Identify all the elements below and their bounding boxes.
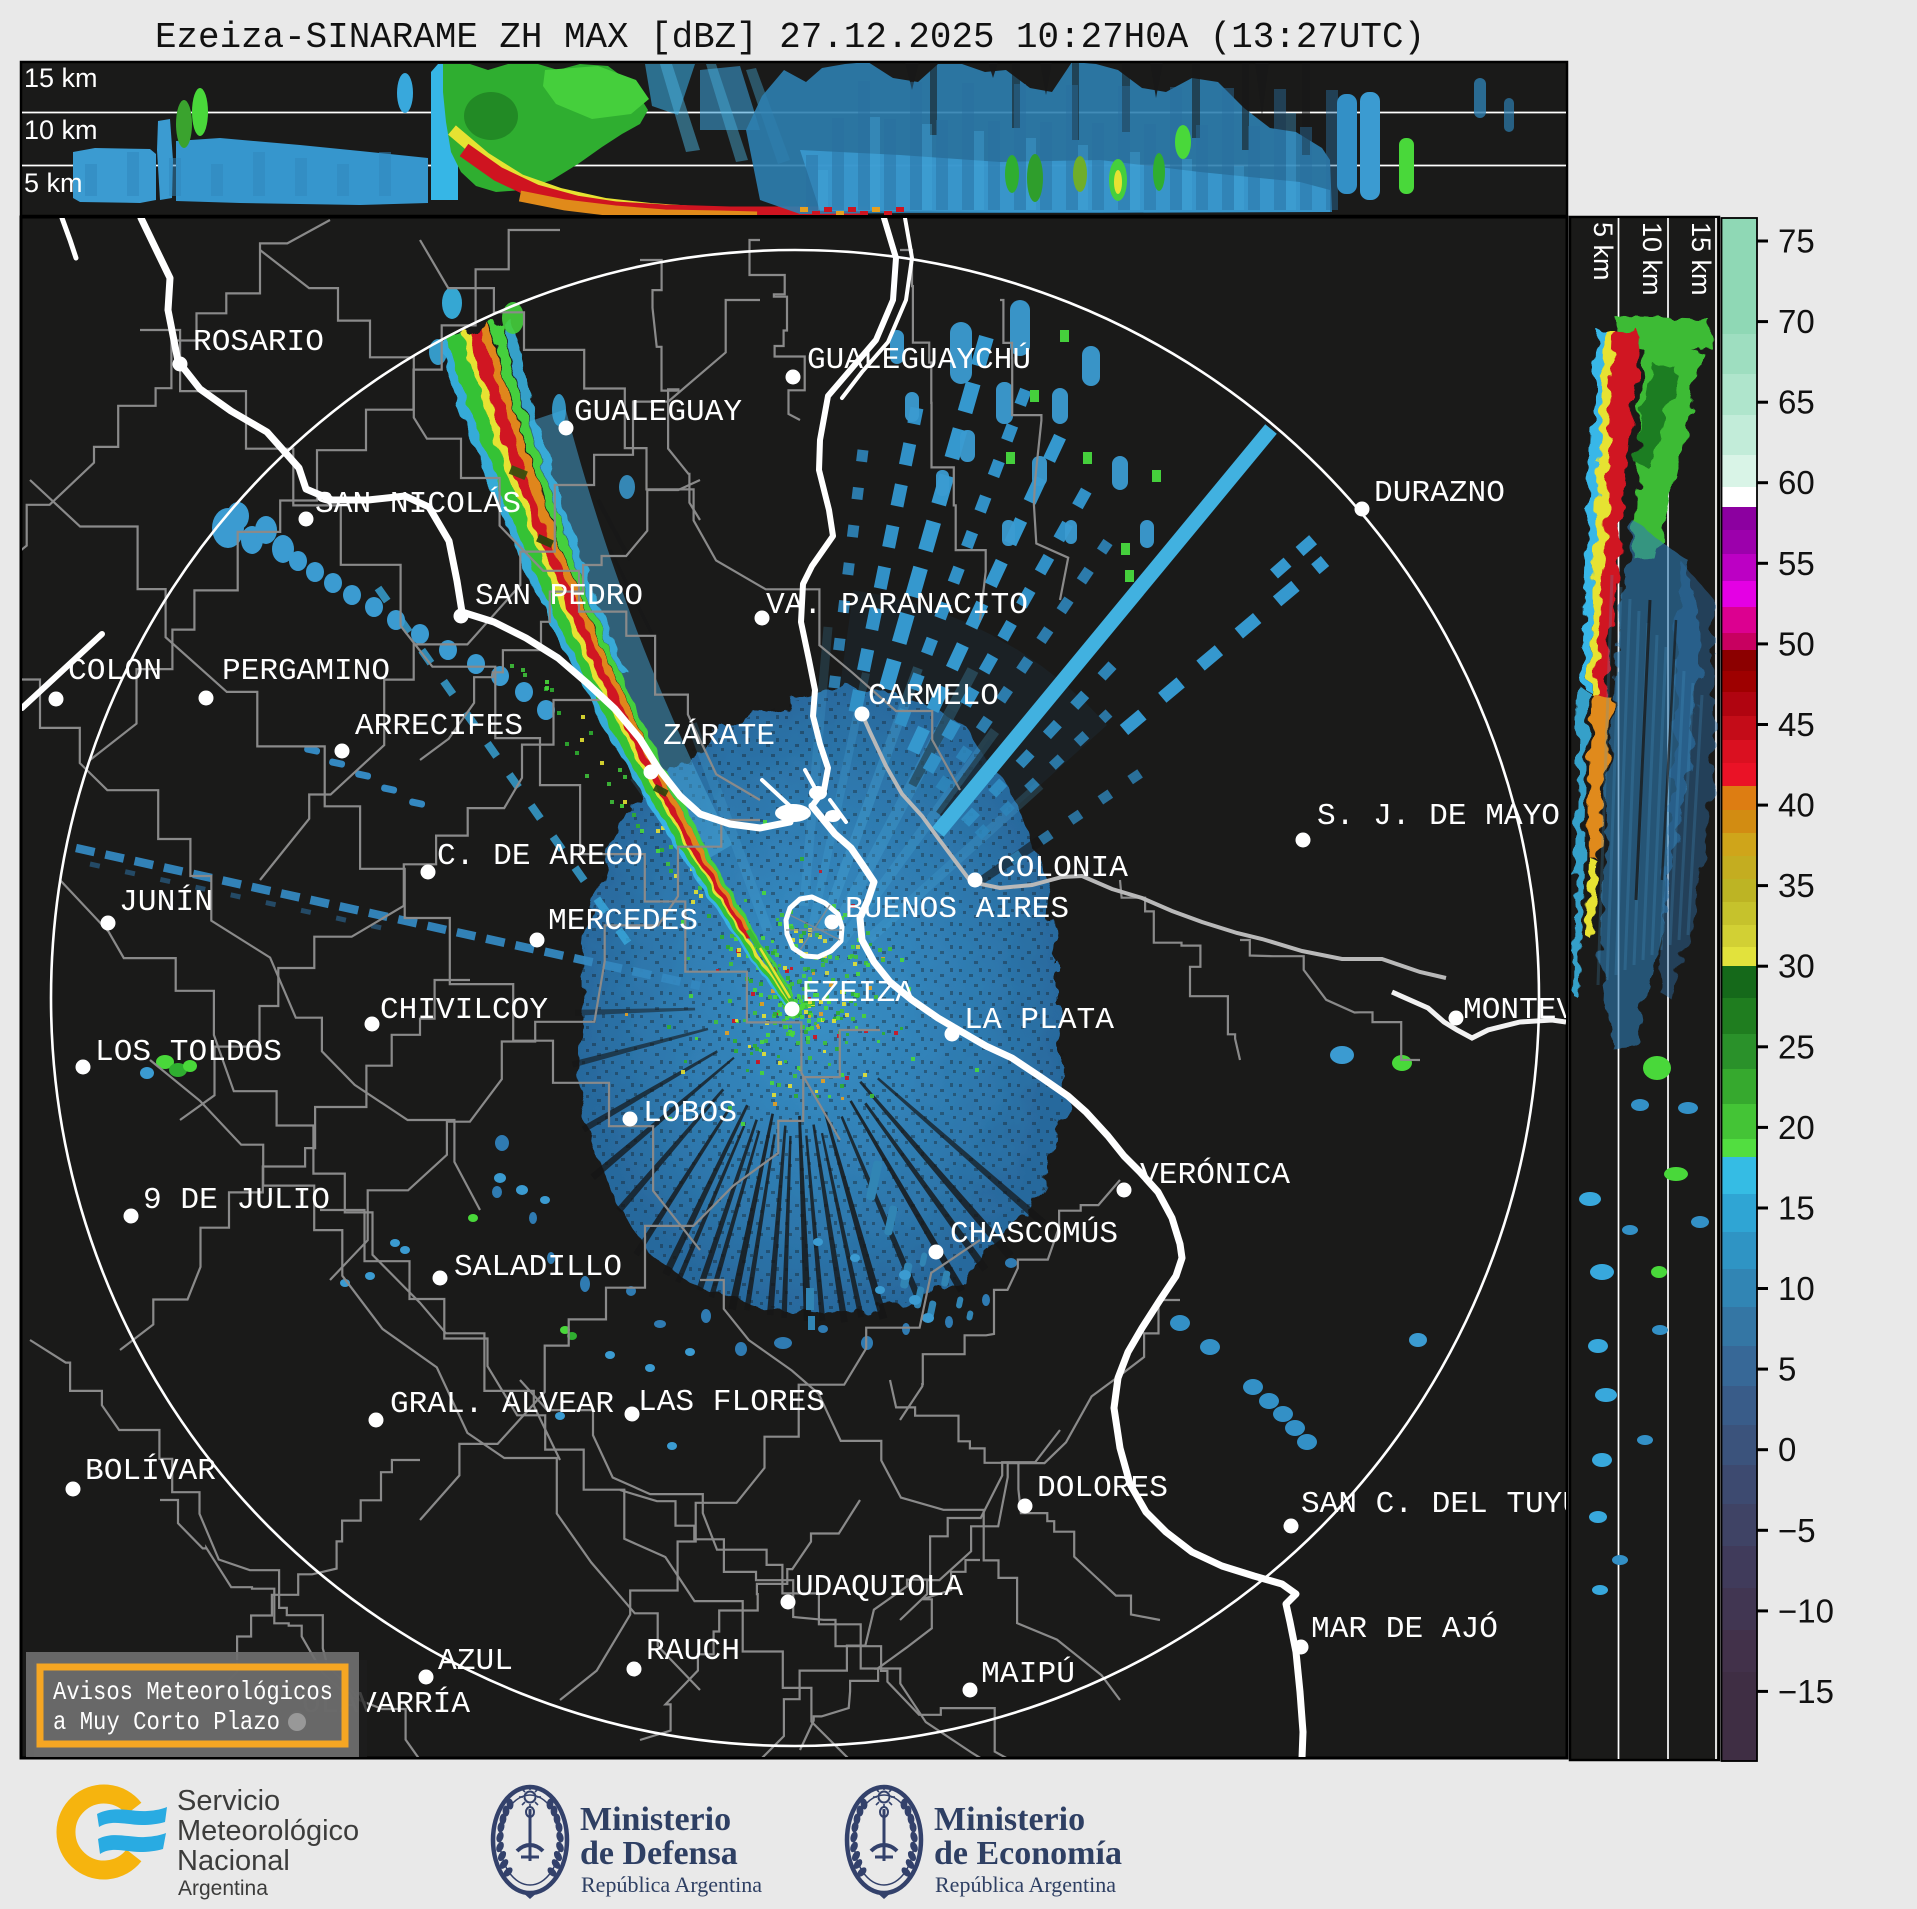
svg-text:Ezeiza-SINARAME ZH MAX [dBZ] 2: Ezeiza-SINARAME ZH MAX [dBZ] 27.12.2025 … xyxy=(155,17,1425,58)
svg-text:Meteorológico: Meteorológico xyxy=(177,1815,359,1847)
svg-text:GRAL. ALVEAR: GRAL. ALVEAR xyxy=(390,1387,614,1422)
svg-text:5 km: 5 km xyxy=(24,168,83,198)
svg-text:MAR DE AJÓ: MAR DE AJÓ xyxy=(1311,1610,1498,1647)
svg-text:70: 70 xyxy=(1778,303,1815,340)
svg-text:45: 45 xyxy=(1778,706,1815,743)
svg-text:65: 65 xyxy=(1778,384,1815,421)
svg-text:BUENOS AIRES: BUENOS AIRES xyxy=(845,892,1069,927)
svg-text:CHIVILCOY: CHIVILCOY xyxy=(380,993,548,1028)
svg-text:COLON: COLON xyxy=(68,654,162,689)
svg-text:30: 30 xyxy=(1778,948,1815,985)
svg-text:−15: −15 xyxy=(1778,1673,1834,1710)
svg-text:SAN NICOLÁS: SAN NICOLÁS xyxy=(315,485,521,522)
svg-text:DURAZNO: DURAZNO xyxy=(1374,476,1505,511)
svg-text:50: 50 xyxy=(1778,625,1815,662)
svg-text:SALADILLO: SALADILLO xyxy=(454,1250,622,1285)
svg-text:Ministerio: Ministerio xyxy=(580,1801,731,1838)
svg-text:SAN C. DEL TUYÚ: SAN C. DEL TUYÚ xyxy=(1301,1485,1581,1522)
svg-text:10: 10 xyxy=(1778,1270,1815,1307)
svg-text:C. DE ARECO: C. DE ARECO xyxy=(437,839,643,874)
svg-text:ROSARIO: ROSARIO xyxy=(193,325,324,360)
svg-text:9 DE JULIO: 9 DE JULIO xyxy=(143,1183,330,1218)
svg-text:55: 55 xyxy=(1778,545,1815,582)
svg-text:DOLORES: DOLORES xyxy=(1037,1471,1168,1506)
svg-text:República Argentina: República Argentina xyxy=(935,1872,1116,1897)
svg-text:MERCEDES: MERCEDES xyxy=(548,904,698,939)
svg-text:Avisos Meteorológicos: Avisos Meteorológicos xyxy=(53,1677,333,1707)
svg-text:MAIPÚ: MAIPÚ xyxy=(981,1655,1075,1692)
svg-text:AZUL: AZUL xyxy=(438,1644,513,1679)
svg-text:15 km: 15 km xyxy=(1686,222,1716,296)
svg-text:PERGAMINO: PERGAMINO xyxy=(222,654,390,689)
svg-text:de Defensa: de Defensa xyxy=(580,1835,738,1872)
svg-text:Argentina: Argentina xyxy=(178,1877,268,1900)
svg-text:ZÁRATE: ZÁRATE xyxy=(663,717,775,754)
svg-text:10 km: 10 km xyxy=(1637,222,1667,296)
svg-text:EZEIZA: EZEIZA xyxy=(802,976,914,1011)
svg-text:BOLÍVAR: BOLÍVAR xyxy=(85,1452,216,1489)
svg-text:Nacional: Nacional xyxy=(177,1845,290,1877)
svg-text:10 km: 10 km xyxy=(24,115,98,145)
svg-text:a Muy Corto Plazo: a Muy Corto Plazo xyxy=(53,1707,280,1737)
svg-text:COLONIA: COLONIA xyxy=(997,851,1128,886)
svg-text:CARMELO: CARMELO xyxy=(868,679,999,714)
svg-text:VA. PARANACITO: VA. PARANACITO xyxy=(766,588,1028,623)
svg-text:20: 20 xyxy=(1778,1109,1815,1146)
svg-text:UDAQUIOLA: UDAQUIOLA xyxy=(795,1570,963,1605)
svg-text:VERÓNICA: VERÓNICA xyxy=(1140,1156,1290,1193)
svg-text:LAS FLORES: LAS FLORES xyxy=(638,1385,825,1420)
svg-text:CHASCOMÚS: CHASCOMÚS xyxy=(950,1215,1118,1252)
svg-text:60: 60 xyxy=(1778,464,1815,501)
svg-text:15: 15 xyxy=(1778,1190,1815,1227)
svg-text:LOS TOLDOS: LOS TOLDOS xyxy=(95,1035,282,1070)
svg-text:5 km: 5 km xyxy=(1588,222,1618,281)
svg-text:S. J. DE MAYO: S. J. DE MAYO xyxy=(1317,799,1560,834)
svg-text:ARRECIFES: ARRECIFES xyxy=(355,709,523,744)
svg-text:SAN PEDRO: SAN PEDRO xyxy=(475,579,643,614)
svg-text:de Economía: de Economía xyxy=(934,1835,1122,1872)
svg-text:25: 25 xyxy=(1778,1028,1815,1065)
svg-text:−10: −10 xyxy=(1778,1592,1834,1629)
svg-text:MONTEVIDEO: MONTEVIDEO xyxy=(1463,993,1650,1028)
svg-text:0: 0 xyxy=(1778,1431,1796,1468)
svg-text:Ministerio: Ministerio xyxy=(934,1801,1085,1838)
svg-text:GUALEGUAYCHÚ: GUALEGUAYCHÚ xyxy=(807,341,1031,378)
svg-text:75: 75 xyxy=(1778,223,1815,260)
svg-text:RAUCH: RAUCH xyxy=(646,1634,740,1669)
svg-text:−5: −5 xyxy=(1778,1512,1816,1549)
svg-text:LA PLATA: LA PLATA xyxy=(964,1003,1114,1038)
svg-text:5: 5 xyxy=(1778,1351,1796,1388)
svg-text:República Argentina: República Argentina xyxy=(581,1872,762,1897)
svg-text:GUALEGUAY: GUALEGUAY xyxy=(574,395,742,430)
svg-text:Servicio: Servicio xyxy=(177,1785,280,1817)
svg-text:JUNÍN: JUNÍN xyxy=(119,883,213,920)
svg-text:15 km: 15 km xyxy=(24,63,98,93)
svg-text:40: 40 xyxy=(1778,787,1815,824)
svg-text:35: 35 xyxy=(1778,867,1815,904)
svg-text:LOBOS: LOBOS xyxy=(643,1096,737,1131)
